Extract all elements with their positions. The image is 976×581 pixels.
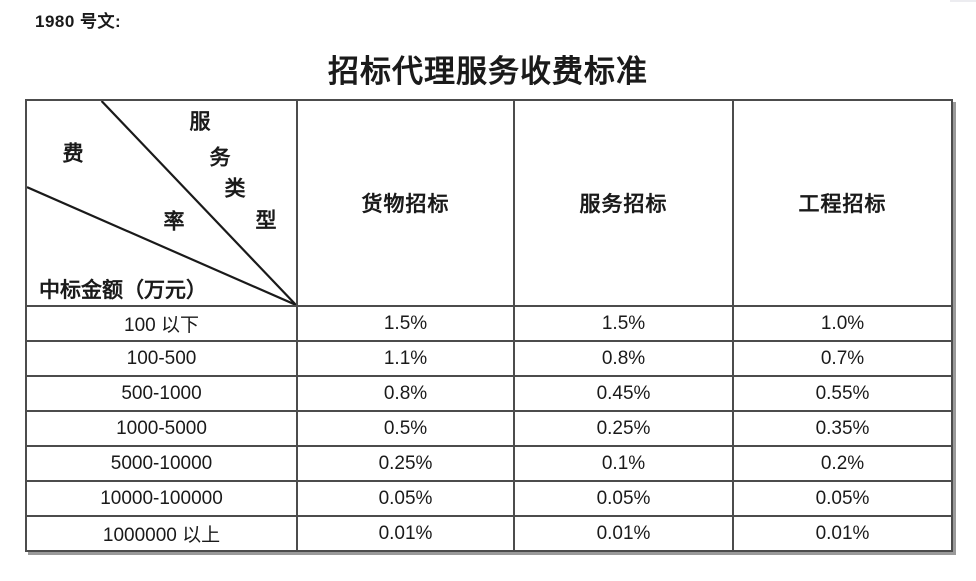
amount-range-cell: 1000-5000 [25, 410, 298, 447]
rate-cell: 0.25% [296, 445, 515, 482]
amount-range-cell: 100 以下 [25, 305, 298, 342]
diagonal-corner-inner: 服 务 类 型 费 率 中标金额（万元） [27, 101, 296, 305]
rate-cell: 1.0% [732, 305, 953, 342]
rate-cell: 0.1% [513, 445, 734, 482]
table-row: 5000-10000 0.25% 0.1% 0.2% [25, 445, 953, 482]
page-title: 招标代理服务收费标准 [328, 54, 648, 89]
rate-cell: 0.05% [732, 480, 953, 517]
rate-cell: 0.8% [296, 375, 515, 412]
column-header-goods: 货物招标 [296, 99, 515, 307]
amount-range-cell: 10000-100000 [25, 480, 298, 517]
table-row: 1000-5000 0.5% 0.25% 0.35% [25, 410, 953, 447]
rate-cell: 0.05% [296, 480, 515, 517]
rate-cell: 1.5% [296, 305, 515, 342]
table-row: 10000-100000 0.05% 0.05% 0.05% [25, 480, 953, 517]
rate-cell: 0.5% [296, 410, 515, 447]
corner-fee-char: 费 [62, 141, 84, 166]
amount-range-cell: 500-1000 [25, 375, 298, 412]
diagonal-divider-lines [27, 101, 296, 305]
diagonal-corner-cell: 服 务 类 型 费 率 中标金额（万元） [25, 99, 298, 307]
rate-cell: 0.01% [296, 515, 515, 552]
amount-range-cell: 100-500 [25, 340, 298, 377]
corner-service-type-char-2: 务 [209, 145, 231, 170]
corner-service-type-char-1: 服 [189, 109, 211, 134]
rate-cell: 0.8% [513, 340, 734, 377]
amount-range-cell: 1000000 以上 [25, 515, 298, 552]
corner-service-type-char-3: 类 [224, 176, 246, 201]
rate-cell: 0.35% [732, 410, 953, 447]
column-header-engineering: 工程招标 [732, 99, 953, 307]
table-row: 1000000 以上 0.01% 0.01% 0.01% [25, 515, 953, 552]
rate-cell: 0.25% [513, 410, 734, 447]
rate-cell: 0.2% [732, 445, 953, 482]
table-row: 100 以下 1.5% 1.5% 1.0% [25, 305, 953, 342]
rate-cell: 0.7% [732, 340, 953, 377]
rate-cell: 0.05% [513, 480, 734, 517]
rate-cell: 0.55% [732, 375, 953, 412]
table-row: 100-500 1.1% 0.8% 0.7% [25, 340, 953, 377]
scan-edge-artifact [950, 0, 976, 2]
fee-standard-table: 服 务 类 型 费 率 中标金额（万元） 货物招标 服务招标 工程招标 100 … [25, 99, 953, 552]
corner-service-type-char-4: 型 [255, 208, 277, 233]
rate-cell: 0.01% [732, 515, 953, 552]
corner-row-axis-label: 中标金额（万元） [39, 278, 207, 302]
rate-cell: 0.45% [513, 375, 734, 412]
rate-cell: 1.5% [513, 305, 734, 342]
rate-cell: 1.1% [296, 340, 515, 377]
corner-rate-char: 率 [163, 209, 185, 234]
header-row: 服 务 类 型 费 率 中标金额（万元） 货物招标 服务招标 工程招标 [25, 99, 953, 307]
doc-number-label: 1980 号文: [35, 12, 122, 31]
rate-cell: 0.01% [513, 515, 734, 552]
amount-range-cell: 5000-10000 [25, 445, 298, 482]
table-row: 500-1000 0.8% 0.45% 0.55% [25, 375, 953, 412]
column-header-services: 服务招标 [513, 99, 734, 307]
